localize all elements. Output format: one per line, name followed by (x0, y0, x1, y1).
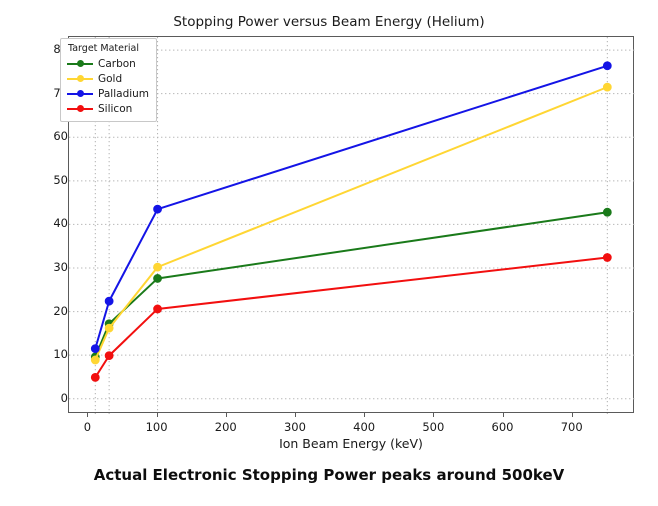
x-tick-label: 500 (422, 420, 445, 434)
legend-label: Silicon (98, 102, 133, 115)
x-tick-label: 300 (283, 420, 306, 434)
data-point (602, 82, 612, 92)
x-tick-mark (225, 413, 227, 417)
data-point (90, 372, 100, 382)
data-point (153, 274, 162, 283)
legend-item-carbon[interactable]: Carbon (67, 56, 149, 71)
figure-caption-text: Actual Electronic Stopping Power peaks a… (93, 466, 565, 484)
x-tick-mark (502, 413, 504, 417)
chart-title: Stopping Power versus Beam Energy (Heliu… (0, 14, 658, 30)
legend-marker-dot (76, 105, 84, 112)
data-point (104, 323, 114, 333)
legend-swatch-icon (67, 103, 93, 114)
y-tick-label: 0 (60, 390, 68, 405)
y-tick-label: 40 (53, 216, 68, 231)
x-axis-label-text: Ion Beam Energy (keV) (279, 436, 423, 451)
series-silicon (90, 253, 612, 382)
x-tick-label: 600 (491, 420, 514, 434)
vertical-gridlines (94, 37, 608, 414)
x-tick-label: 200 (214, 420, 237, 434)
legend-swatch-icon (67, 73, 93, 84)
x-tick-label: 400 (353, 420, 376, 434)
legend-marker-dot (76, 90, 84, 97)
data-point (602, 61, 612, 71)
x-axis-ticks: 0 100 200 300 400 500 600 700 (68, 413, 634, 439)
legend-item-silicon[interactable]: Silicon (67, 101, 149, 116)
y-tick-label: 10 (53, 347, 68, 362)
plot-svg (69, 37, 635, 414)
x-tick-mark (364, 413, 366, 417)
legend-title: Target Material (68, 43, 140, 54)
series-gold (90, 82, 612, 365)
data-point (90, 344, 100, 354)
legend-swatch-icon (67, 88, 93, 99)
legend-label: Palladium (98, 87, 150, 100)
series-line (94, 256, 609, 379)
series-line (94, 86, 609, 361)
x-tick-label: 700 (560, 420, 583, 434)
chart-title-text: Stopping Power versus Beam Energy (Heliu… (173, 14, 485, 30)
series-palladium (90, 61, 612, 354)
legend-item-gold[interactable]: Gold (67, 71, 149, 86)
x-tick-mark (433, 413, 435, 417)
x-tick-mark (294, 413, 296, 417)
legend-label: Gold (98, 72, 123, 85)
legend-rows: Carbon Gold Palladium Silicon (67, 56, 149, 116)
y-tick-label: 50 (53, 172, 68, 187)
data-point (153, 304, 162, 314)
x-tick-label: 0 (83, 420, 92, 434)
chart-legend: Target Material Carbon Gold Palladium Silic… (60, 38, 158, 122)
series-carbon (90, 207, 612, 362)
x-tick-mark (571, 413, 573, 417)
data-point (602, 253, 612, 262)
legend-label: Carbon (98, 57, 136, 70)
data-point (90, 355, 100, 365)
legend-swatch-icon (67, 58, 93, 69)
legend-marker-dot (76, 75, 84, 82)
y-tick-label: 60 (53, 129, 68, 144)
data-point (153, 204, 162, 214)
figure-caption: Actual Electronic Stopping Power peaks a… (0, 466, 658, 484)
x-tick-mark (156, 413, 158, 417)
data-point (104, 351, 114, 360)
data-point (104, 296, 114, 306)
y-tick-label: 20 (53, 303, 68, 318)
data-point (153, 262, 162, 272)
legend-item-palladium[interactable]: Palladium (67, 86, 149, 101)
plot-area (68, 36, 635, 414)
series-line (94, 211, 609, 358)
series-line (94, 64, 609, 350)
data-point (602, 207, 612, 217)
legend-marker-dot (76, 60, 84, 67)
x-axis-label: Ion Beam Energy (keV) (68, 436, 634, 451)
x-tick-label: 100 (145, 420, 168, 434)
y-tick-label: 30 (53, 259, 68, 274)
x-tick-mark (87, 413, 89, 417)
